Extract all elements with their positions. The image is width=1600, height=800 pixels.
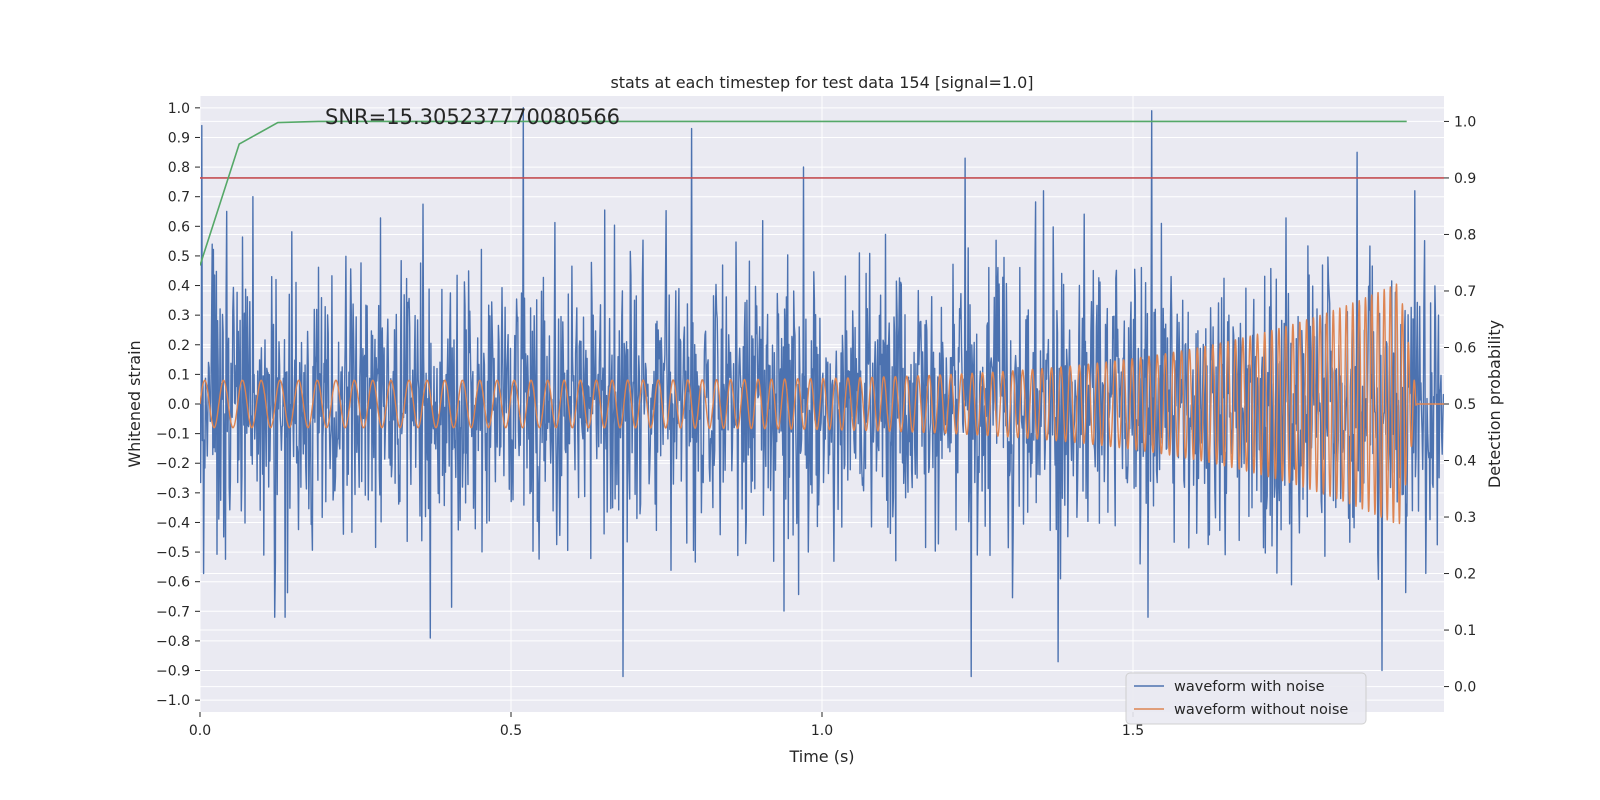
y-tick-label: −0.4 (156, 515, 190, 531)
bottom-axis-ticks: 0.0 0.5 1.0 1.5 (189, 712, 1144, 739)
y-tick-label: −0.9 (156, 664, 190, 680)
x-tick-label: 0.5 (500, 723, 522, 739)
y-tick-label: 0.3 (168, 308, 190, 324)
y-tick-label: −0.3 (156, 486, 190, 502)
legend: waveform with noise waveform without noi… (1125, 672, 1367, 725)
x-tick-label: 1.5 (1122, 723, 1144, 739)
y2-tick-label: 0.3 (1454, 510, 1476, 526)
y-tick-label: −0.7 (156, 604, 190, 620)
y2-tick-label: 0.8 (1454, 227, 1476, 243)
y2-tick-label: 0.7 (1454, 284, 1476, 300)
y-tick-label: 0.0 (168, 397, 190, 413)
y-tick-label: 0.7 (168, 190, 190, 206)
y2-tick-label: 0.5 (1454, 397, 1476, 413)
y2-tick-label: 1.0 (1454, 114, 1476, 130)
series-layer (200, 107, 1444, 678)
y-tick-label: −1.0 (156, 693, 190, 709)
x-tick-label: 1.0 (811, 723, 833, 739)
series-detection-probability (200, 120, 1407, 266)
chart-title: stats at each timestep for test data 154… (610, 73, 1033, 92)
y2-tick-label: 0.1 (1454, 623, 1476, 639)
y-tick-label: 0.6 (168, 219, 190, 235)
y-tick-label: 0.2 (168, 338, 190, 354)
y-tick-label: 0.8 (168, 160, 190, 176)
legend-label-waveform-without-noise: waveform without noise (1174, 702, 1348, 718)
x-tick-label: 0.0 (189, 723, 211, 739)
y-tick-label: −0.1 (156, 427, 190, 443)
y-tick-label: 0.9 (168, 130, 190, 146)
y-axis-label: Whitened strain (125, 340, 144, 467)
y2-tick-label: 0.9 (1454, 171, 1476, 187)
y2-tick-label: 0.6 (1454, 340, 1476, 356)
legend-label-waveform-with-noise: waveform with noise (1174, 679, 1325, 695)
x-axis-label: Time (s) (788, 747, 854, 766)
y-tick-label: 0.1 (168, 367, 190, 383)
y-tick-label: −0.8 (156, 634, 190, 650)
legend-box (1125, 672, 1367, 725)
y-tick-label: 0.4 (168, 279, 190, 295)
series-waveform-without-noise (200, 283, 1444, 525)
snr-annotation: SNR=15.305237770080566 (325, 105, 620, 129)
y-tick-label: −0.2 (156, 456, 190, 472)
y-tick-label: 0.5 (168, 249, 190, 265)
left-axis-ticks: −1.0 −0.9 −0.8 −0.7 −0.6 −0.5 −0.4 −0.3 −0.2 −0.1… (156, 101, 200, 709)
y-tick-label: 1.0 (168, 101, 190, 117)
y-tick-label: −0.6 (156, 575, 190, 591)
right-axis-ticks: 0.0 0.1 0.2 0.3 0.4 0.5 0.6 0.7 0.8 0.9 1.0 (1444, 114, 1476, 696)
y2-axis-label: Detection probability (1485, 320, 1504, 488)
y2-tick-label: 0.4 (1454, 454, 1476, 470)
y2-tick-label: 0.2 (1454, 567, 1476, 583)
y2-tick-label: 0.0 (1454, 680, 1476, 696)
y-tick-label: −0.5 (156, 545, 190, 561)
